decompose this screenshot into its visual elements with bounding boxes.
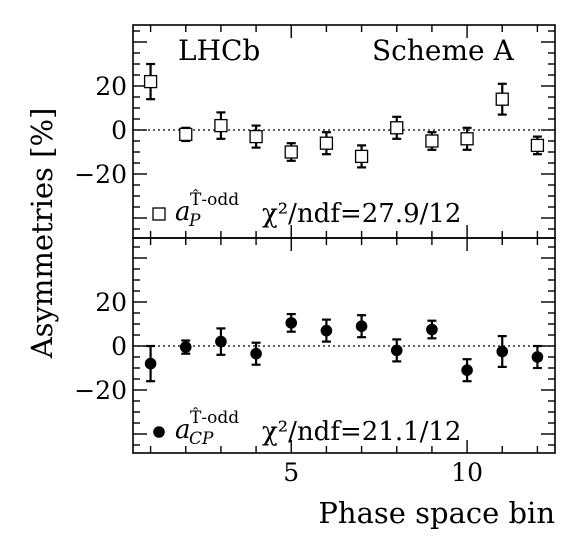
legend-superscript: T̂-odd	[190, 190, 239, 210]
lhcb-label: LHCb	[178, 34, 260, 67]
data-point	[284, 145, 298, 159]
data-point	[496, 345, 509, 358]
data-point	[179, 127, 193, 142]
chi2-label-top: χ²/ndf=27.9/12	[262, 199, 461, 229]
y-tick-label: −20	[74, 376, 127, 405]
data-point	[355, 320, 368, 333]
data-point	[179, 341, 192, 353]
y-tick-label: 0	[111, 332, 127, 361]
y-tick-label: 0	[111, 116, 127, 145]
y-tick-label: 20	[95, 72, 127, 101]
data-point	[390, 121, 404, 135]
data-point	[531, 351, 544, 363]
data-point	[495, 92, 509, 106]
scheme-label: Scheme A	[372, 34, 514, 67]
y-axis-label: Asymmetries [%]	[25, 108, 59, 360]
legend-subscript: CP	[189, 429, 214, 449]
data-point	[425, 134, 439, 148]
legend-marker	[153, 426, 165, 438]
chi2-label-bottom: χ²/ndf=21.1/12	[262, 417, 461, 447]
data-point	[530, 138, 545, 153]
data-point	[320, 324, 333, 337]
data-point	[143, 74, 158, 89]
data-point	[460, 132, 474, 146]
x-axis-label: Phase space bin	[318, 496, 555, 530]
data-point	[319, 136, 334, 150]
data-point	[249, 129, 263, 144]
y-tick-label: −20	[74, 160, 127, 189]
data-point	[144, 357, 157, 370]
data-point	[461, 364, 473, 377]
y-tick-label: 20	[95, 288, 127, 317]
x-tick-label: 5	[283, 458, 299, 487]
x-tick-label: 10	[451, 458, 483, 487]
data-point	[354, 149, 369, 164]
legend-marker	[152, 207, 166, 221]
data-point	[390, 344, 403, 357]
legend-superscript: T̂-odd	[190, 408, 239, 428]
data-point	[214, 118, 228, 133]
legend-subscript: P	[188, 211, 201, 231]
panel-top: 20 0 −20 aPT̂-odd	[74, 24, 556, 239]
legend-symbol: a	[175, 197, 191, 227]
data-point	[215, 335, 227, 348]
data-point	[426, 323, 438, 336]
data-point	[250, 347, 262, 360]
legend-symbol: a	[175, 415, 191, 445]
data-point	[285, 317, 298, 329]
